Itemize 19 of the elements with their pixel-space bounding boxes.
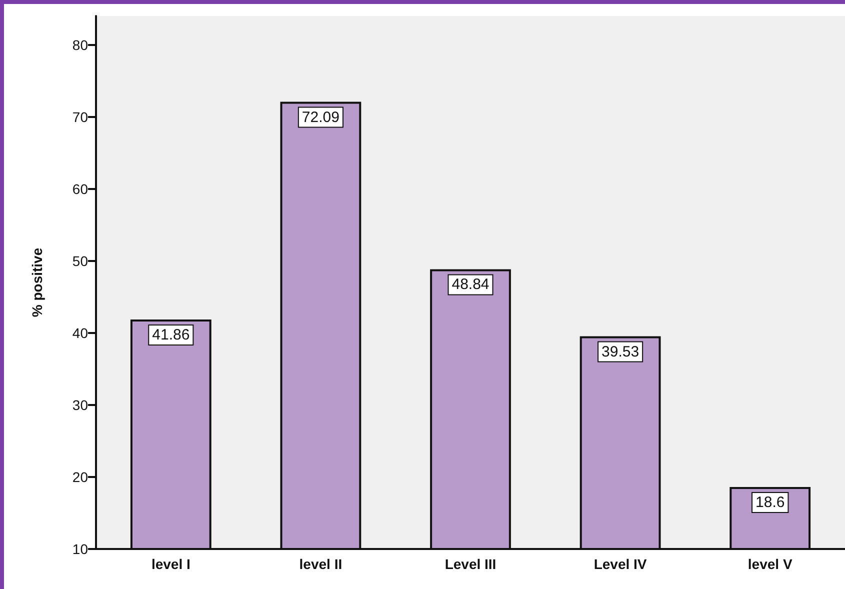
y-tick-label: 50	[72, 252, 88, 269]
x-tick-label: level I	[151, 556, 190, 572]
y-tick-label: 10	[72, 541, 88, 557]
x-tick-label: level V	[748, 556, 793, 572]
data-label: 18.6	[756, 494, 785, 512]
y-tick-label: 70	[72, 108, 88, 125]
y-tick-label: 30	[72, 396, 88, 413]
x-tick-label: Level III	[444, 556, 496, 572]
x-tick-label: Level IV	[594, 556, 648, 572]
y-tick-label: 60	[72, 180, 88, 197]
data-label: 41.86	[152, 326, 190, 344]
y-tick-label: 80	[72, 36, 88, 53]
y-tick-label: 40	[72, 324, 88, 341]
x-tick-label: level II	[299, 556, 342, 572]
y-tick-label: 20	[72, 468, 88, 485]
data-label: 72.09	[302, 108, 340, 126]
y-axis-title: % positive	[29, 248, 45, 318]
data-label: 48.84	[452, 276, 490, 294]
data-label: 39.53	[602, 343, 640, 360]
